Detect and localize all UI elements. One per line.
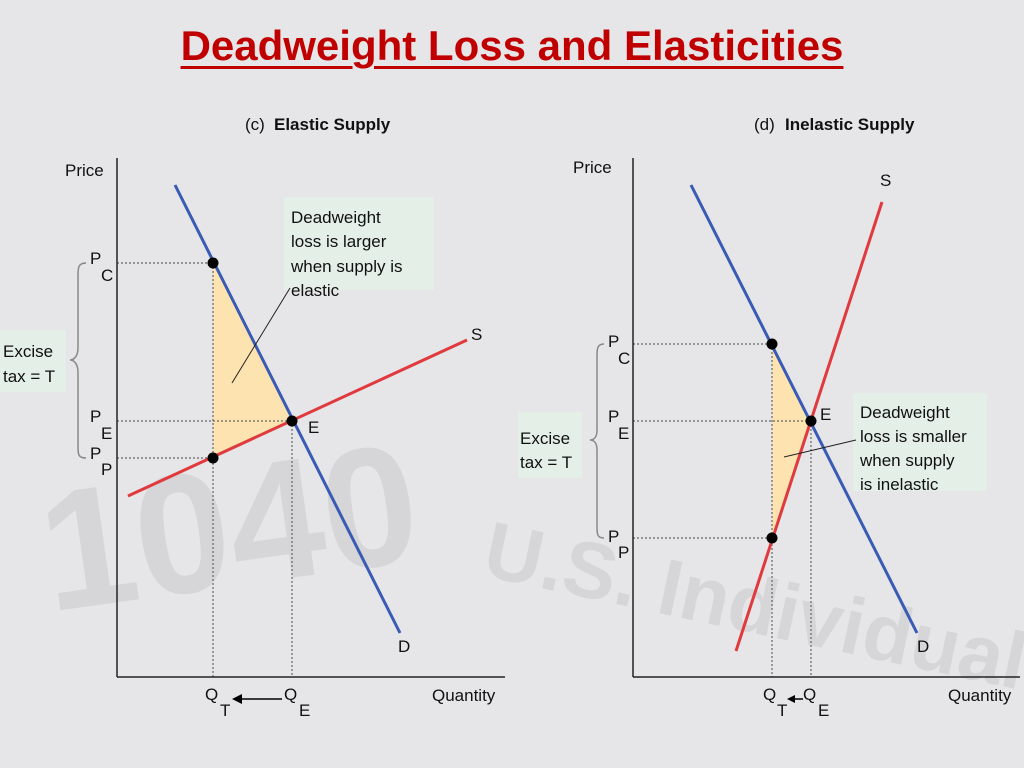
equilibrium-label: E (820, 405, 831, 424)
note-line-4: is inelastic (860, 475, 939, 494)
y-axis-label: Price (65, 161, 104, 180)
panel-d-prefix: (d) (754, 115, 775, 134)
panel-d-heading: Inelastic Supply (785, 115, 915, 134)
pe-label-sub: E (101, 424, 112, 443)
note-line-3: when supply is (290, 257, 403, 276)
pc-label-main: P (90, 249, 101, 268)
pp-label-main: P (90, 444, 101, 463)
qe-label-sub: E (299, 701, 310, 720)
pp-label-sub: P (101, 460, 112, 479)
slide-title: Deadweight Loss and Elasticities (180, 22, 844, 69)
qe-label-main: Q (803, 685, 816, 704)
note-pointer (231, 287, 291, 384)
pe-label-sub: E (618, 424, 629, 443)
qe-label-main: Q (284, 685, 297, 704)
pc-label-main: P (608, 332, 619, 351)
pe-label-main: P (90, 407, 101, 426)
note-callout-box (853, 393, 987, 491)
tax-brace (69, 262, 87, 459)
pc-label-sub: C (618, 349, 630, 368)
note-pointer (783, 439, 857, 458)
supply-label: S (880, 171, 891, 190)
demand-label: D (398, 637, 410, 656)
supply-label: S (471, 325, 482, 344)
point-pp (207, 452, 219, 464)
deadweight-loss-area (213, 263, 292, 458)
qt-label-sub: T (777, 701, 787, 720)
panel-c-heading: Elastic Supply (274, 115, 391, 134)
tax-callout-box (518, 412, 582, 478)
note-line-3: when supply (859, 451, 955, 470)
panel-inelastic-supply: (d) Inelastic Supply Price Quantity P C … (518, 115, 1020, 720)
point-pp (766, 532, 778, 544)
supply-curve (127, 338, 468, 498)
qe-label-sub: E (818, 701, 829, 720)
panel-c-prefix: (c) (245, 115, 265, 134)
demand-curve (689, 184, 919, 634)
supply-curve (734, 201, 884, 652)
point-e (286, 415, 298, 427)
demand-label: D (917, 637, 929, 656)
quantity-arrow-head (232, 694, 242, 704)
point-pc (207, 257, 219, 269)
note-callout-box (284, 197, 434, 290)
quantity-arrow-head (787, 695, 795, 703)
equilibrium-label: E (308, 418, 319, 437)
tax-label-line2: tax = T (3, 367, 55, 386)
deadweight-loss-area (772, 344, 811, 538)
note-line-2: loss is larger (291, 232, 387, 251)
note-line-1: Deadweight (860, 403, 950, 422)
x-axis-label: Quantity (948, 686, 1012, 705)
tax-label-line1: Excise (3, 342, 53, 361)
qt-label-sub: T (220, 701, 230, 720)
note-line-2: loss is smaller (860, 427, 967, 446)
point-e (805, 415, 817, 427)
tax-label-line2: tax = T (520, 453, 572, 472)
panel-elastic-supply: (c) Elastic Supply Price Quantity P C P … (0, 115, 505, 720)
pe-label-main: P (608, 407, 619, 426)
note-line-4: elastic (291, 281, 340, 300)
pc-label-sub: C (101, 266, 113, 285)
qt-label-main: Q (205, 685, 218, 704)
tax-label-line1: Excise (520, 429, 570, 448)
pp-label-sub: P (618, 543, 629, 562)
note-line-1: Deadweight (291, 208, 381, 227)
x-axis-label: Quantity (432, 686, 496, 705)
tax-brace (589, 343, 605, 539)
y-axis-label: Price (573, 158, 612, 177)
point-pc (766, 338, 778, 350)
qt-label-main: Q (763, 685, 776, 704)
tax-callout-box (0, 330, 66, 392)
pp-label-main: P (608, 527, 619, 546)
